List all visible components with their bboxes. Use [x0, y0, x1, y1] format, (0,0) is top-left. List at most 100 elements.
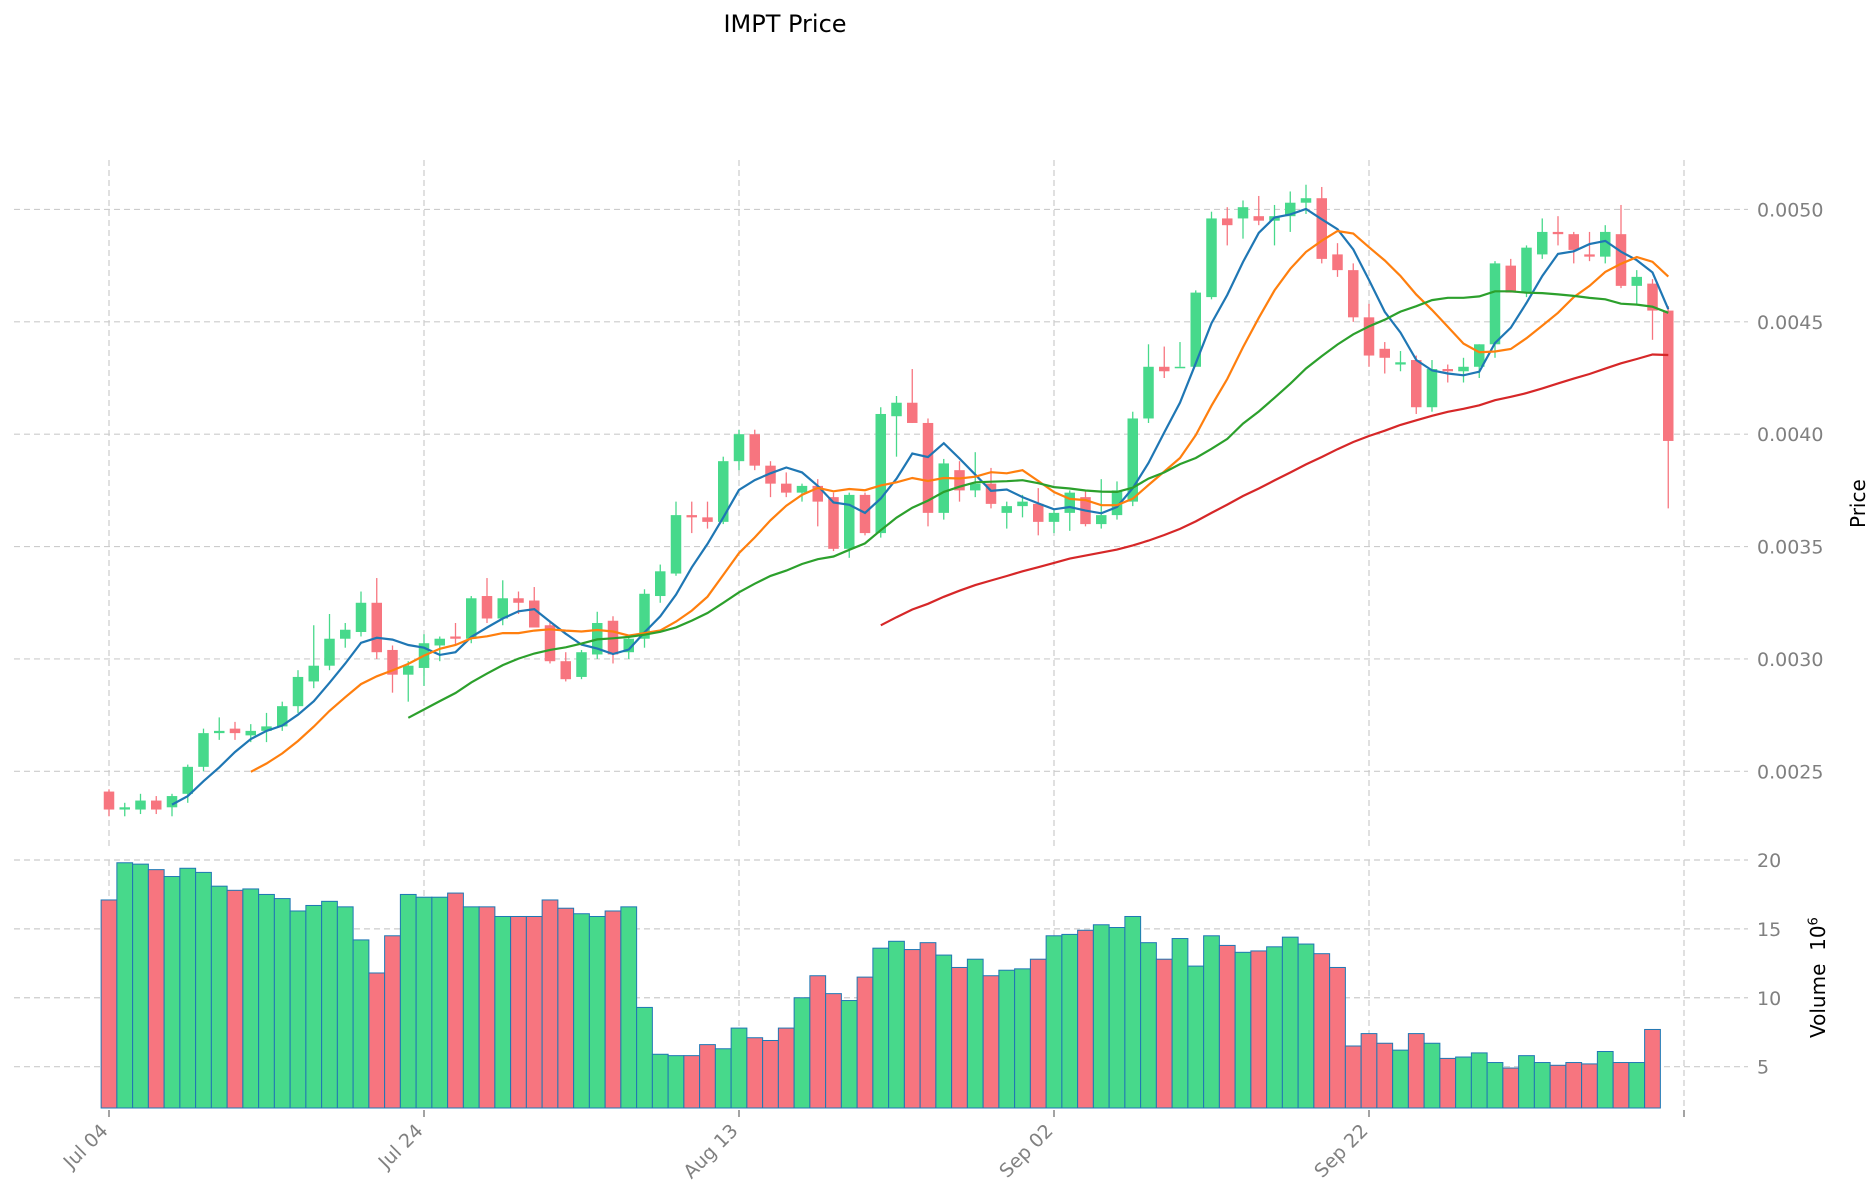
x-tick-label: Jul 24 [374, 1120, 428, 1174]
ma5-line [171, 207, 1670, 806]
volume-bar [462, 906, 480, 1109]
price-tick-label: 0.0025 [1757, 761, 1823, 783]
candle-up [292, 676, 304, 707]
volume-bar [683, 1055, 701, 1109]
volume-bar [840, 1000, 858, 1109]
candle-up [796, 485, 808, 493]
volume-tick-label: 5 [1757, 1057, 1769, 1079]
candle-up [308, 665, 319, 682]
volume-bar [573, 913, 590, 1109]
candle-up [497, 598, 508, 619]
volume-bar [604, 910, 622, 1109]
candle-up [718, 461, 729, 522]
volume-tick-label: 15 [1757, 919, 1781, 941]
candle-up [1206, 218, 1217, 298]
candle-up [1474, 344, 1485, 367]
volume-bar [809, 975, 827, 1109]
candle-down [1552, 231, 1564, 235]
candle-down [544, 625, 556, 662]
chart-title: IMPT Price [723, 10, 847, 38]
volume-bar [352, 939, 370, 1109]
volume-bar [415, 896, 433, 1109]
volume-bar [998, 969, 1016, 1109]
volume-bar [762, 1039, 779, 1109]
candle-up [875, 413, 886, 534]
candle-up [1017, 501, 1028, 507]
volume-bar [1549, 1064, 1567, 1109]
volume-bar [903, 949, 921, 1109]
volume-bar [1423, 1042, 1441, 1109]
volume-bar [541, 899, 559, 1109]
candle-down [1663, 310, 1674, 441]
volume-bar [1518, 1055, 1535, 1109]
candle-down [1647, 283, 1658, 311]
volume-bar [289, 910, 307, 1109]
candle-down [387, 649, 398, 675]
candle-down [481, 596, 493, 619]
candle-up [403, 665, 414, 675]
candle-up [655, 571, 666, 597]
volume-bar [226, 889, 244, 1109]
candle-up [1426, 369, 1438, 408]
volume-bar [730, 1027, 748, 1109]
volume-bar [368, 972, 386, 1109]
volume-bar [856, 976, 874, 1109]
candle-down [1442, 369, 1453, 372]
volume-bar [321, 900, 338, 1109]
candle-up [182, 766, 193, 794]
volume-bar [1470, 1052, 1488, 1109]
candle-up [324, 638, 335, 666]
candle-down [1584, 254, 1595, 257]
candle-down [1379, 348, 1390, 358]
volume-bar [1628, 1062, 1646, 1109]
candle-down [985, 483, 997, 504]
volume-bar [1565, 1062, 1583, 1109]
volume-bar [1644, 1028, 1661, 1109]
volume-bar [258, 893, 275, 1109]
candle-down [749, 434, 760, 466]
candle-up [1285, 202, 1296, 217]
volume-bar [1187, 965, 1205, 1109]
candle-up [277, 706, 288, 727]
volume-bar [1108, 927, 1126, 1109]
candle-down [1615, 234, 1627, 286]
candle-up [938, 463, 949, 513]
candle-up [1521, 247, 1532, 293]
volume-bar [1124, 915, 1142, 1109]
price-tick-label: 0.0035 [1757, 537, 1823, 559]
candle-down [103, 791, 115, 810]
volume-bar [919, 942, 937, 1109]
candle-up [1096, 515, 1107, 525]
candle-down [1316, 198, 1327, 259]
volume-bar [447, 892, 464, 1109]
volume-bar [1171, 938, 1189, 1109]
volume-multiplier: 10 [1806, 925, 1830, 951]
candle-down [1363, 317, 1375, 356]
price-tick-label: 0.0040 [1757, 424, 1823, 446]
candle-up [1300, 198, 1312, 203]
candle-up [844, 494, 855, 549]
volume-bar [1455, 1056, 1472, 1109]
volume-axis-label-text: Volume [1806, 963, 1830, 1038]
volume-bar [1360, 1033, 1378, 1109]
candle-down [1348, 270, 1359, 318]
volume-bar [966, 958, 984, 1109]
volume-bar [494, 915, 512, 1109]
candle-up [1048, 512, 1060, 522]
volume-bar [620, 906, 638, 1109]
volume-bar [588, 915, 606, 1109]
candle-down [765, 465, 776, 484]
candle-up [119, 807, 130, 810]
volume-bar [1313, 953, 1331, 1109]
candle-up [166, 796, 178, 808]
candle-down [1332, 254, 1343, 271]
candle-down [1568, 234, 1579, 250]
volume-bar [1281, 936, 1299, 1109]
ma10-line [250, 229, 1670, 773]
volume-bar [210, 885, 228, 1109]
candle-up [639, 593, 650, 639]
volume-bar [636, 1006, 653, 1109]
volume-bar [163, 876, 181, 1109]
volume-tick-label: 10 [1757, 988, 1781, 1010]
price-axis-label: Price [1846, 479, 1870, 528]
